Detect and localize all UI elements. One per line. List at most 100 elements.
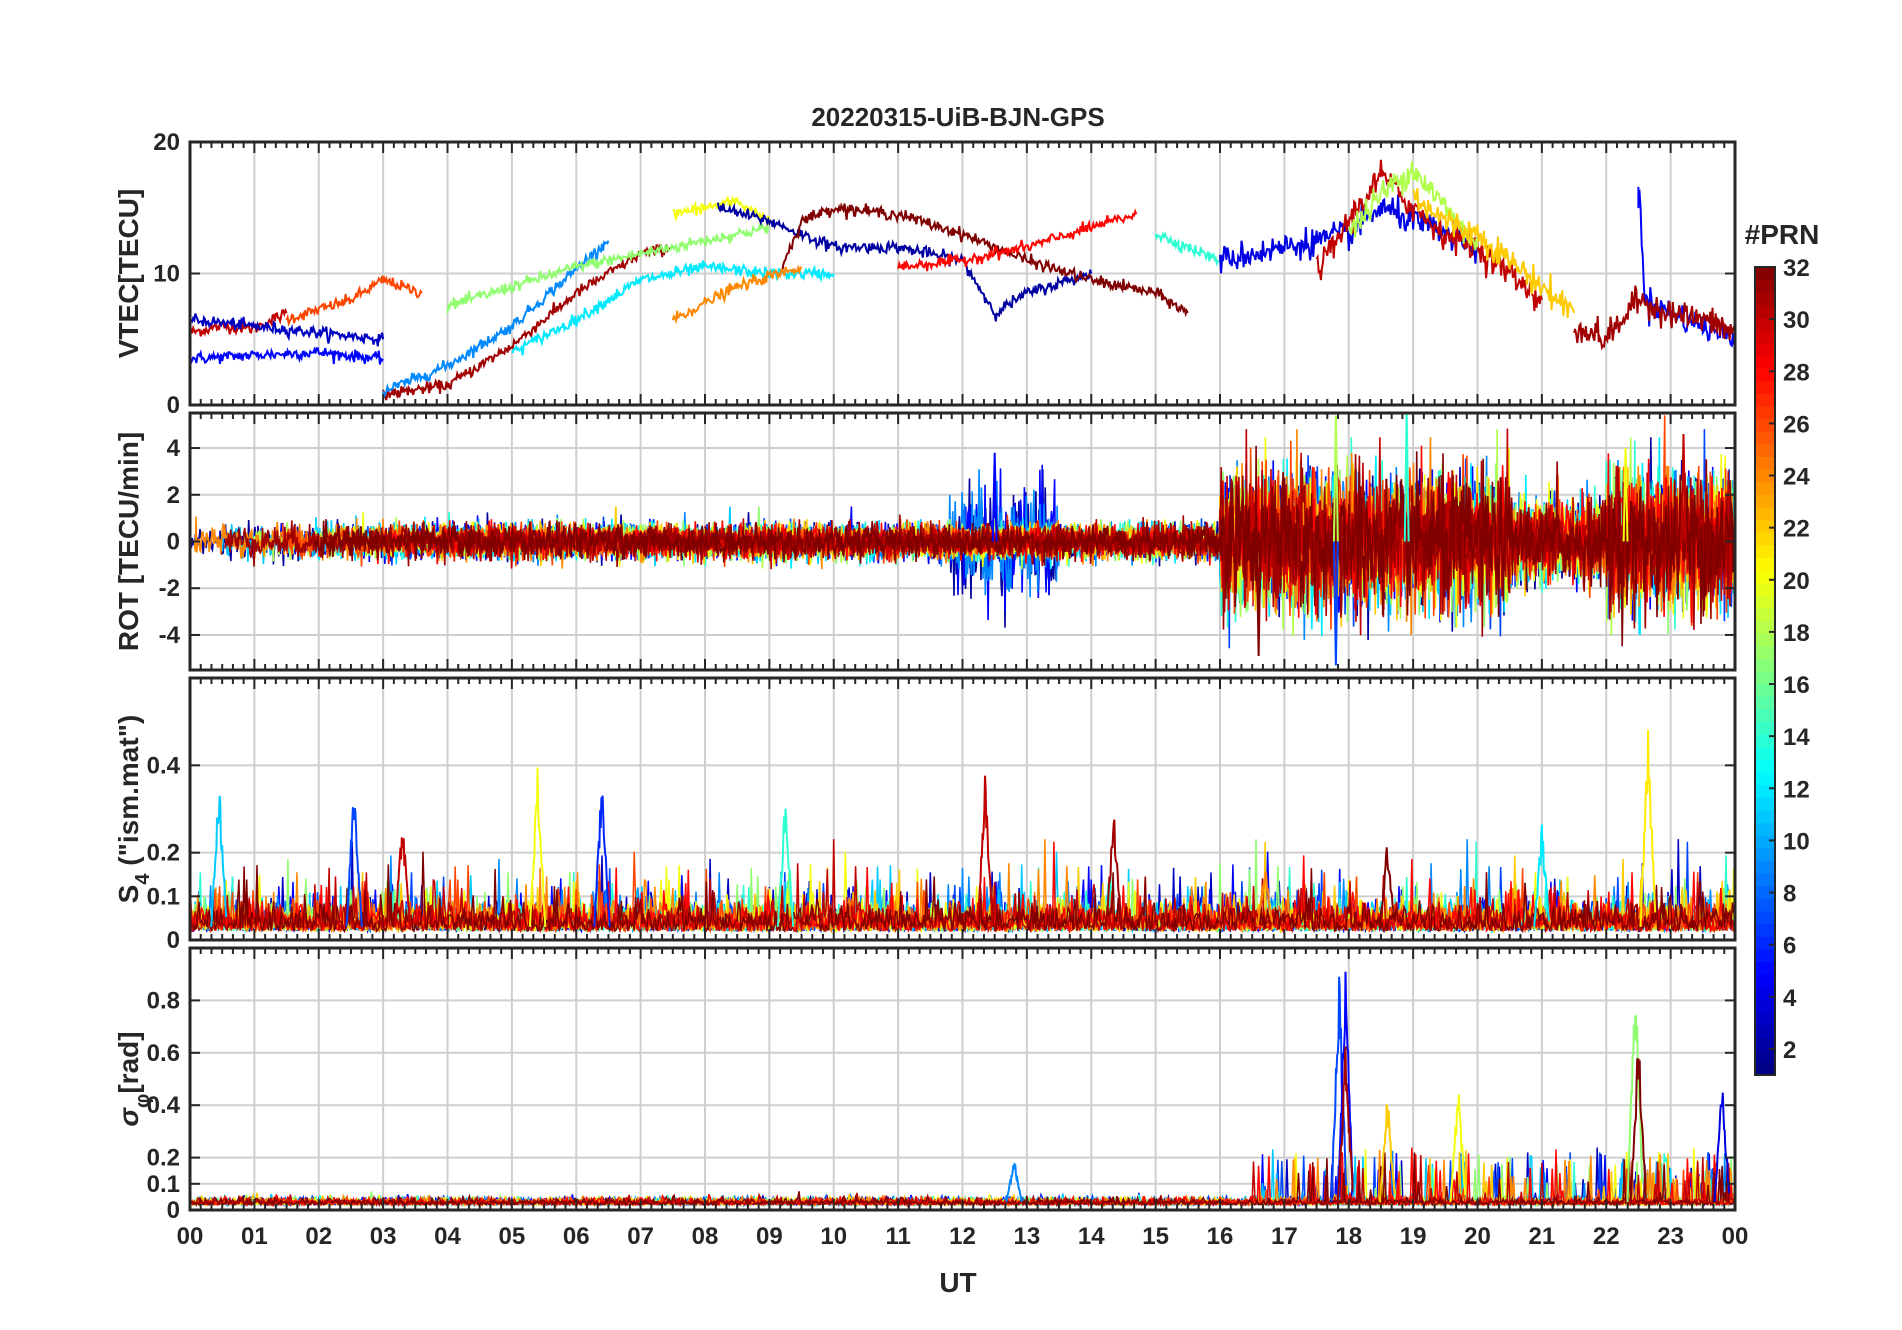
colorbar-swatch — [1755, 620, 1775, 634]
y-tick-label: 0 — [167, 927, 180, 954]
colorbar-swatch — [1755, 595, 1775, 609]
colorbar-swatch — [1755, 1049, 1775, 1063]
series-line-prn-30 — [1315, 159, 1543, 312]
colorbar-swatch — [1755, 936, 1775, 950]
peak-prn-6 — [593, 795, 611, 927]
colorbar-swatch — [1755, 873, 1775, 887]
colorbar-swatch — [1755, 772, 1775, 786]
x-tick-label: 17 — [1271, 1223, 1298, 1250]
colorbar-tick-label: 22 — [1783, 516, 1810, 543]
x-tick-label: 19 — [1400, 1223, 1427, 1250]
colorbar-swatch — [1755, 696, 1775, 710]
spike-prn-14 — [1403, 413, 1410, 542]
series-line-prn-17 — [446, 223, 770, 314]
colorbar-swatch — [1755, 544, 1775, 558]
colorbar-frame — [1754, 266, 1776, 1076]
x-tick-label: 03 — [370, 1223, 397, 1250]
colorbar-swatch — [1755, 342, 1775, 356]
y-tick-label: 0 — [167, 392, 180, 419]
colorbar-swatch — [1755, 961, 1775, 975]
colorbar-swatch — [1755, 380, 1775, 394]
colorbar-swatch — [1755, 1011, 1775, 1026]
colorbar-tick-label: 32 — [1783, 255, 1810, 282]
y-axis-label-rest: ("ism.mat") — [113, 715, 144, 874]
colorbar-swatch — [1755, 481, 1775, 495]
data-layer — [190, 413, 1735, 666]
y-tick-label: -2 — [159, 575, 180, 602]
colorbar-swatch — [1755, 645, 1775, 659]
colorbar-swatch — [1755, 948, 1775, 962]
x-tick-label: 12 — [949, 1223, 976, 1250]
peak-prn-32 — [1378, 847, 1396, 927]
colorbar-swatch — [1755, 974, 1775, 988]
series-line-prn-31 — [382, 243, 673, 401]
x-tick-label: 07 — [627, 1223, 654, 1250]
y-tick-label: 0.4 — [147, 1092, 181, 1119]
colorbar-swatch — [1755, 746, 1775, 760]
panel-vtec: 0 10 20 VTEC[TECU] — [113, 129, 1737, 419]
colorbar-tick-label: 14 — [1783, 724, 1810, 751]
peak-prn-5 — [1336, 971, 1354, 1203]
x-tick-label: 18 — [1335, 1223, 1362, 1250]
colorbar-tick-label: 30 — [1783, 307, 1810, 334]
colorbar-swatch — [1755, 405, 1775, 420]
y-tick-label: 0.4 — [147, 752, 181, 779]
colorbar-tick-label: 12 — [1783, 776, 1810, 803]
y-tick-label: -4 — [159, 622, 181, 649]
colorbar-swatch — [1755, 708, 1775, 723]
x-tick-label: 10 — [820, 1223, 847, 1250]
colorbar-swatch — [1755, 532, 1775, 546]
colorbar-swatch — [1755, 431, 1775, 445]
peak-prn-24 — [1256, 871, 1274, 928]
y-axis-label: ROT [TECU/min] — [113, 432, 144, 651]
spike-prn-32 — [1255, 541, 1262, 656]
x-tick-label: 13 — [1014, 1223, 1041, 1250]
colorbar-swatch — [1755, 797, 1775, 811]
spike-prn-20 — [1622, 448, 1629, 542]
colorbar-swatch — [1755, 279, 1775, 293]
panel-rot: -4 -2 0 2 4 ROT [TECU/min] — [113, 411, 1737, 672]
series-line-prn-5 — [190, 346, 384, 365]
colorbar-tick-label: 24 — [1783, 464, 1810, 491]
x-tick-label: 15 — [1142, 1223, 1169, 1250]
peak-prn-20 — [1449, 1094, 1467, 1203]
colorbar-swatch — [1755, 443, 1775, 457]
series-line-prn-32 — [312, 445, 1735, 647]
y-tick-label: 0.1 — [147, 883, 180, 910]
x-tick-label: 05 — [499, 1223, 526, 1250]
x-tick-label: 22 — [1593, 1223, 1620, 1250]
y-tick-label: 0.2 — [147, 840, 180, 867]
y-tick-label: 0.1 — [147, 1171, 180, 1198]
peak-prn-9 — [1005, 1162, 1023, 1203]
series-line-prn-22 — [1412, 187, 1576, 318]
spike-prn-5 — [991, 452, 998, 542]
colorbar-swatch — [1755, 734, 1775, 748]
colorbar-title: #PRN — [1745, 219, 1820, 250]
x-tick-label: 11 — [885, 1223, 910, 1250]
x-tick-label: 01 — [241, 1223, 268, 1250]
series-line-prn-31 — [1573, 285, 1735, 351]
colorbar-tick-label: 18 — [1783, 620, 1810, 647]
colorbar-swatch — [1755, 557, 1775, 571]
x-tick-label: 21 — [1529, 1223, 1556, 1250]
colorbar-swatch — [1755, 721, 1775, 735]
series-line-prn-32 — [781, 202, 1189, 318]
colorbar-swatch — [1755, 822, 1775, 836]
peak-prn-12 — [1533, 824, 1550, 927]
x-tick-label: 08 — [692, 1223, 719, 1250]
y-axis-label-main: S — [113, 885, 144, 904]
colorbar-tick-label: 8 — [1783, 881, 1796, 908]
x-tick-label: 14 — [1078, 1223, 1105, 1250]
colorbar-swatch — [1755, 633, 1775, 647]
colorbar-swatch — [1755, 885, 1775, 899]
colorbar-tick-label: 2 — [1783, 1037, 1796, 1064]
colorbar-swatch — [1755, 292, 1775, 306]
spike-prn-30 — [1680, 434, 1687, 542]
x-tick-label: 16 — [1207, 1223, 1234, 1250]
y-tick-label: 0 — [167, 529, 180, 556]
colorbar-swatch — [1755, 582, 1775, 596]
y-axis-label-main: σ — [113, 1107, 144, 1127]
colorbar-swatch — [1755, 1062, 1775, 1076]
